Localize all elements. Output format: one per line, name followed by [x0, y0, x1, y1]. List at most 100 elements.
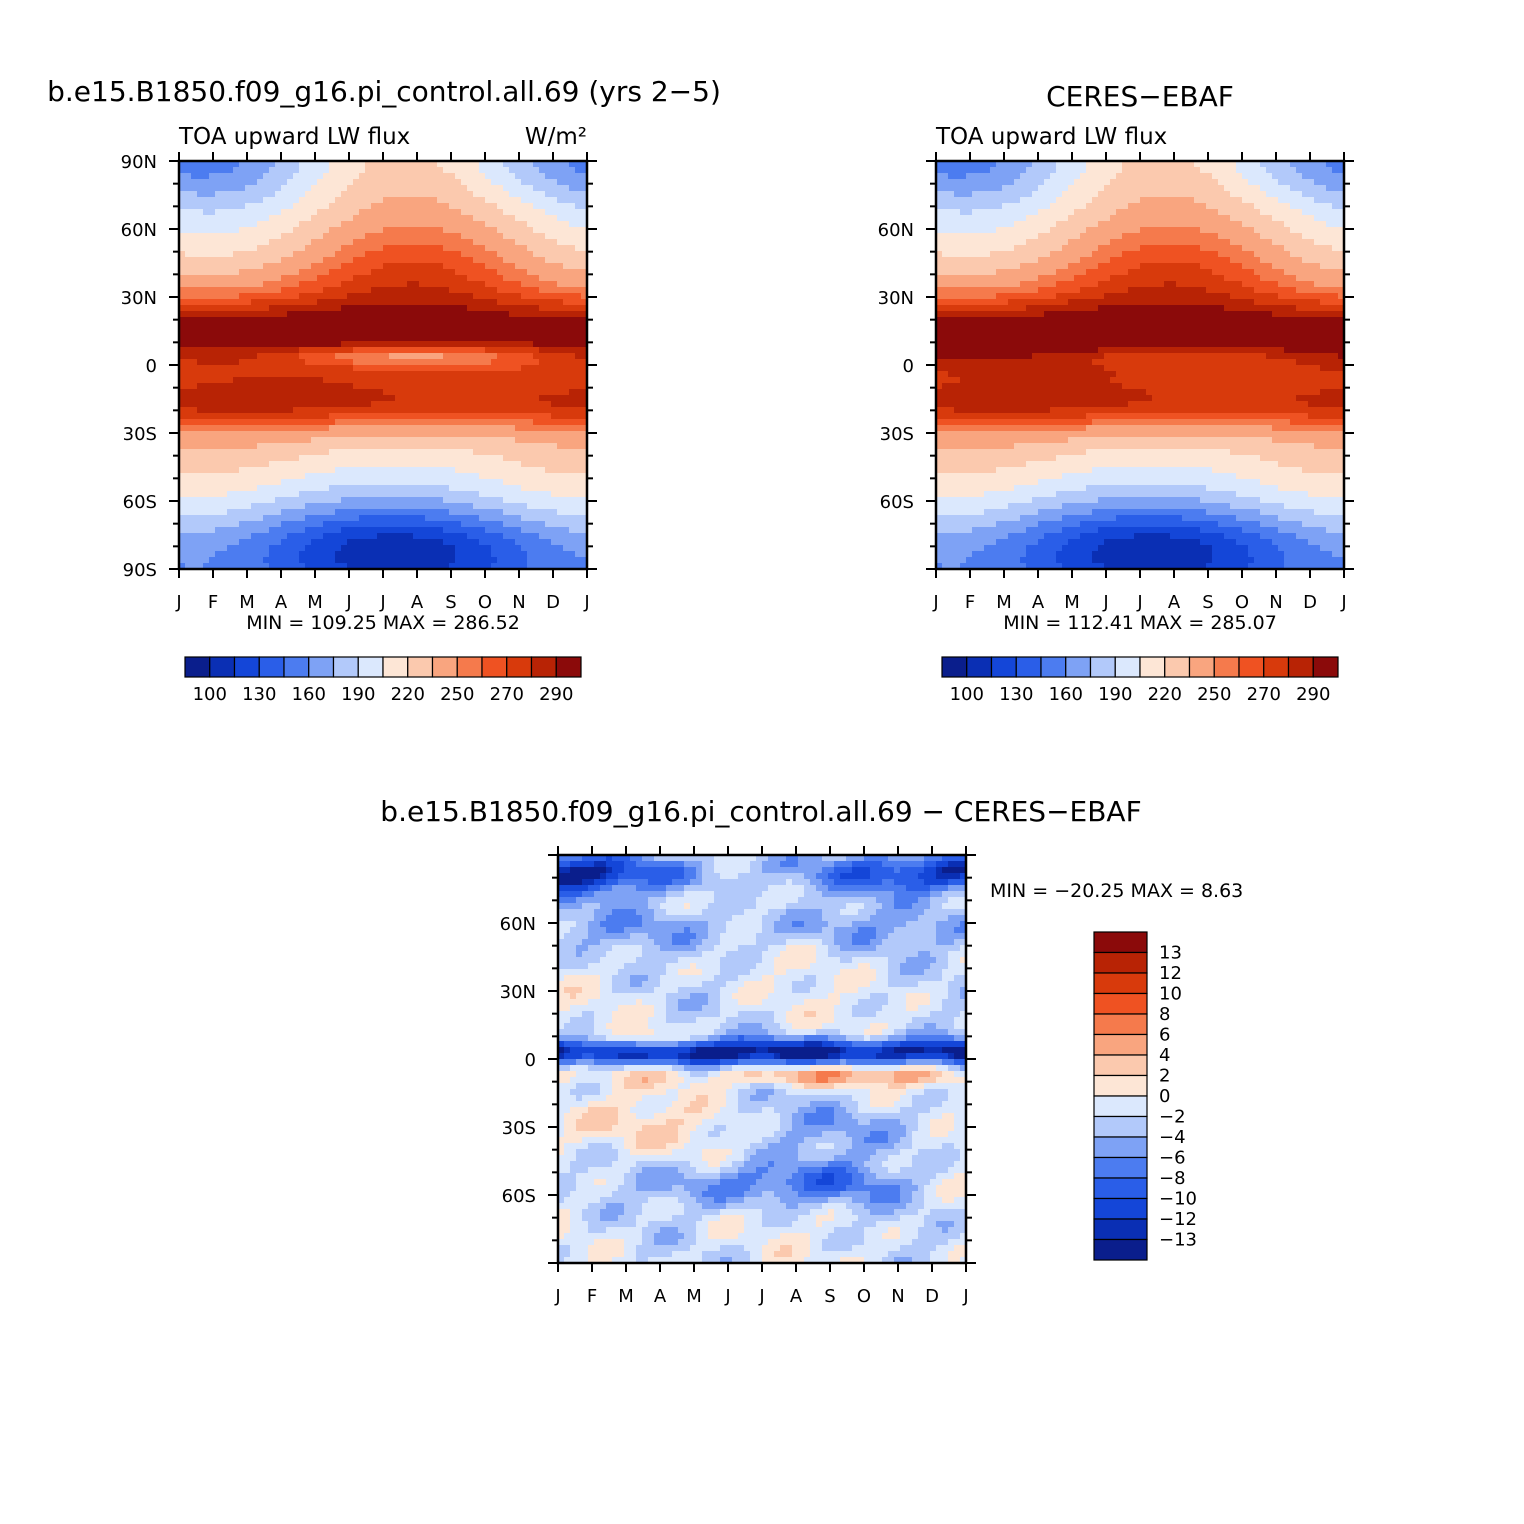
- contour-cell: [443, 239, 450, 246]
- contour-cell: [948, 179, 955, 186]
- contour-cell: [335, 215, 342, 222]
- contour-cell: [257, 371, 264, 378]
- contour-cell: [281, 557, 288, 564]
- contour-cell: [431, 557, 438, 564]
- contour-cell: [539, 185, 546, 192]
- contour-cell: [371, 557, 378, 564]
- contour-cell: [461, 311, 468, 318]
- contour-cell: [317, 161, 324, 168]
- contour-cell: [533, 401, 540, 408]
- contour-cell: [563, 413, 570, 420]
- contour-cell: [365, 395, 372, 402]
- contour-cell: [1158, 173, 1165, 180]
- contour-cell: [191, 353, 198, 360]
- contour-cell: [563, 185, 570, 192]
- contour-cell: [287, 533, 294, 540]
- contour-cell: [515, 347, 522, 354]
- contour-cell: [281, 527, 288, 534]
- contour-cell: [563, 281, 570, 288]
- contour-cell: [215, 257, 222, 264]
- contour-cell: [287, 497, 294, 504]
- contour-cell: [347, 281, 354, 288]
- contour-cell: [353, 311, 360, 318]
- contour-cell: [455, 161, 462, 168]
- contour-cell: [533, 335, 540, 342]
- contour-cell: [407, 227, 414, 234]
- contour-cell: [527, 545, 534, 552]
- contour-cell: [335, 311, 342, 318]
- contour-cell: [533, 245, 540, 252]
- contour-cell: [545, 443, 552, 450]
- contour-cell: [509, 563, 516, 569]
- contour-cell: [377, 269, 384, 276]
- contour-cell: [329, 353, 336, 360]
- contour-cell: [389, 197, 396, 204]
- contour-cell: [455, 221, 462, 228]
- contour-cell: [323, 185, 330, 192]
- contour-cell: [497, 221, 504, 228]
- contour-cell: [467, 299, 474, 306]
- contour-cell: [347, 371, 354, 378]
- contour-cell: [191, 455, 198, 462]
- colorbar-box: [530, 656, 557, 678]
- contour-cell: [533, 557, 540, 564]
- contour-cell: [221, 563, 228, 569]
- contour-cell: [443, 299, 450, 306]
- contour-cell: [245, 167, 252, 174]
- contour-cell: [329, 227, 336, 234]
- contour-cell: [269, 449, 276, 456]
- contour-cell: [341, 215, 348, 222]
- contour-cell: [557, 491, 564, 498]
- contour-cell: [569, 527, 576, 534]
- contour-cell: [1104, 179, 1111, 186]
- contour-cell: [515, 209, 522, 216]
- contour-cell: [1080, 167, 1087, 174]
- contour-cell: [179, 419, 186, 426]
- contour-cell: [197, 203, 204, 210]
- contour-cell: [557, 275, 564, 282]
- contour-cell: [293, 215, 300, 222]
- contour-cell: [251, 395, 258, 402]
- contour-cell: [227, 167, 234, 174]
- contour-cell: [257, 161, 264, 168]
- contour-cell: [407, 299, 414, 306]
- contour-cell: [401, 311, 408, 318]
- contour-cell: [473, 275, 480, 282]
- contour-cell: [299, 335, 306, 342]
- contour-cell: [209, 389, 216, 396]
- contour-cell: [419, 485, 426, 492]
- contour-cell: [257, 473, 264, 480]
- contour-cell: [485, 509, 492, 516]
- contour-cell: [233, 257, 240, 264]
- contour-cell: [1164, 173, 1171, 180]
- contour-cell: [581, 209, 587, 216]
- contour-cell: [287, 227, 294, 234]
- contour-cell: [365, 419, 372, 426]
- contour-cell: [239, 545, 246, 552]
- contour-cell: [509, 347, 516, 354]
- contour-cell: [221, 491, 228, 498]
- contour-cell: [425, 215, 432, 222]
- contour-cell: [539, 479, 546, 486]
- contour-cell: [551, 269, 558, 276]
- contour-cell: [389, 305, 396, 312]
- contour-cell: [401, 509, 408, 516]
- contour-cell: [215, 491, 222, 498]
- contour-cell: [569, 521, 576, 528]
- contour-cell: [353, 203, 360, 210]
- contour-cell: [942, 167, 949, 174]
- contour-cell: [539, 467, 546, 474]
- contour-cell: [335, 239, 342, 246]
- contour-cell: [972, 179, 979, 186]
- contour-cell: [437, 401, 444, 408]
- contour-cell: [275, 401, 282, 408]
- contour-cell: [443, 491, 450, 498]
- contour-cell: [455, 257, 462, 264]
- contour-cell: [251, 353, 258, 360]
- contour-cell: [503, 497, 510, 504]
- contour-cell: [311, 263, 318, 270]
- contour-cell: [203, 413, 210, 420]
- contour-cell: [197, 491, 204, 498]
- contour-cell: [425, 233, 432, 240]
- contour-cell: [521, 215, 528, 222]
